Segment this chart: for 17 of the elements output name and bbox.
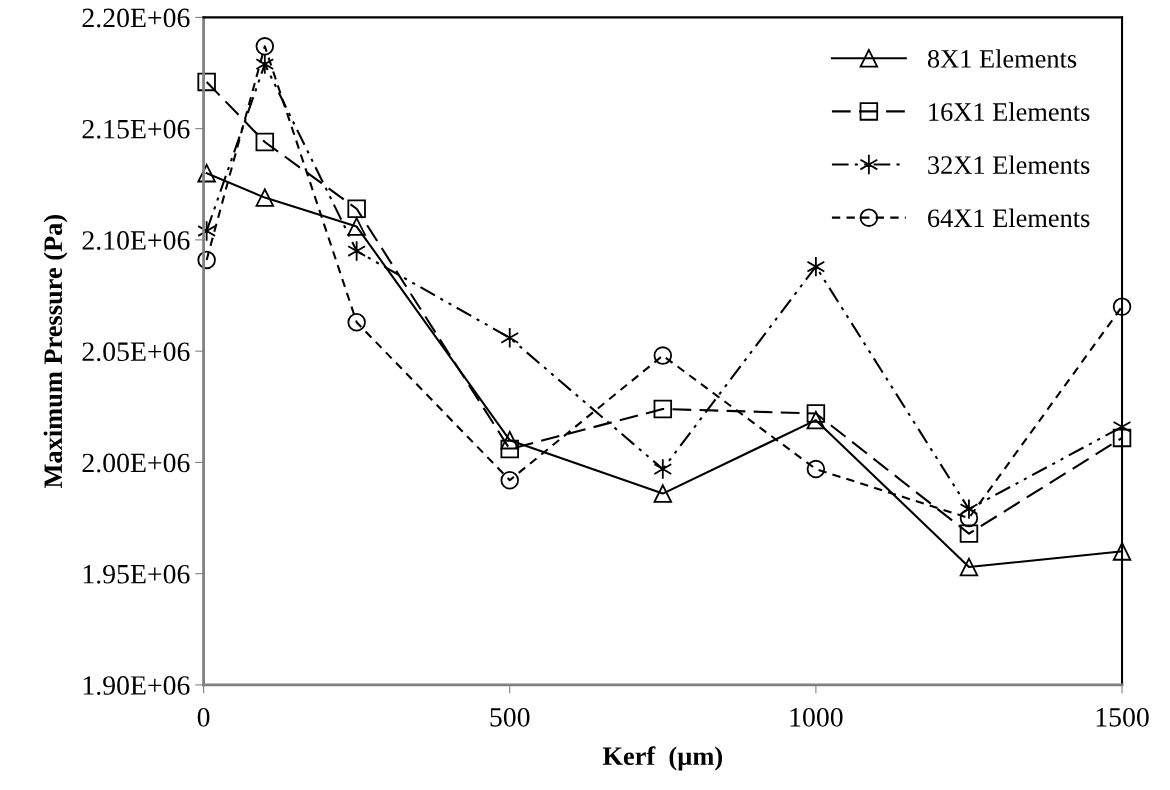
y-tick-label: 2.10E+06 xyxy=(82,231,190,250)
y-tick-label: 2.05E+06 xyxy=(82,342,190,362)
y-tick-label: 2.20E+06 xyxy=(82,8,190,28)
legend-label: 32X1 Elements xyxy=(928,155,1090,175)
y-tick-label: 1.95E+06 xyxy=(83,564,190,584)
y-tick-label: 2.15E+06 xyxy=(82,119,190,139)
legend-label: 8X1 Elements xyxy=(927,49,1077,68)
x-tick-label: 1500 xyxy=(1096,707,1149,727)
legend-label: 64X1 Elements xyxy=(928,208,1090,228)
x-axis-title: Kerf (µm) xyxy=(602,746,722,771)
y-tick-label: 1.90E+06 xyxy=(83,676,190,695)
x-tick-label: 1000 xyxy=(790,707,843,727)
x-tick-label: 500 xyxy=(490,707,530,727)
x-tick-label: 0 xyxy=(197,707,210,727)
legend-label: 16X1 Elements xyxy=(929,102,1090,121)
y-tick-label: 2.00E+06 xyxy=(82,453,190,473)
y-axis-title: Maximum Pressure (Pa) xyxy=(43,215,68,489)
